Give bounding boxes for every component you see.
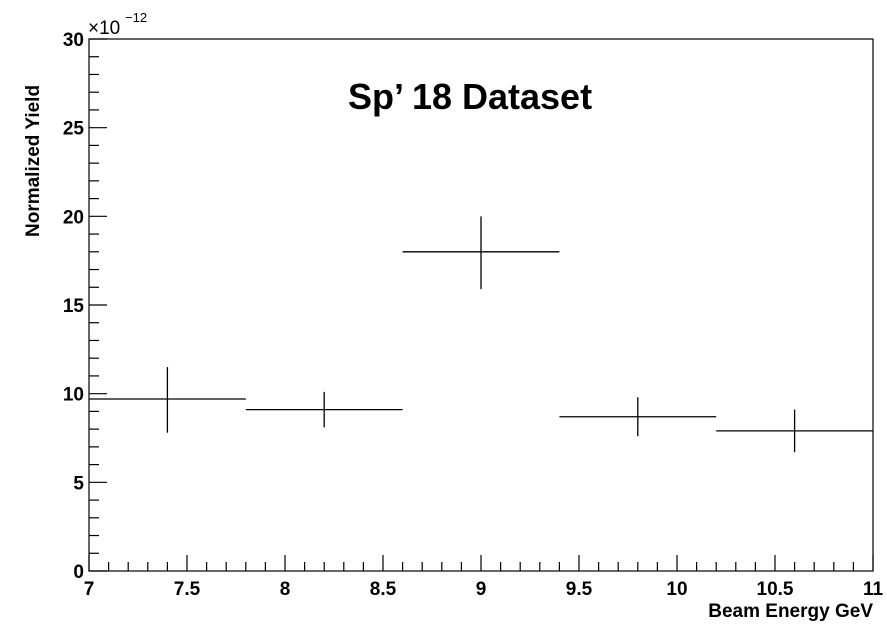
x-tick-label: 11: [863, 579, 884, 600]
y-axis-exponent-base: ×10: [88, 18, 120, 39]
data-points: [89, 216, 873, 453]
y-tick-label: 10: [63, 385, 84, 406]
y-tick-label: 25: [63, 119, 85, 140]
y-axis-ticks: [89, 38, 107, 572]
y-tick-label: 15: [63, 296, 85, 317]
x-tick-label: 9: [476, 579, 487, 600]
y-tick-label: 20: [63, 207, 84, 228]
x-tick-label: 8: [280, 579, 291, 600]
x-tick-label: 9.5: [566, 579, 593, 600]
x-axis-ticks: [88, 555, 874, 571]
x-tick-label: 10.5: [757, 579, 794, 600]
x-tick-label: 7.5: [174, 579, 201, 600]
data-point: [559, 397, 717, 437]
y-tick-label: 0: [73, 562, 84, 583]
x-tick-label: 7: [84, 579, 95, 600]
y-tick-label: 30: [63, 30, 84, 51]
y-tick-label: 5: [73, 473, 84, 494]
data-point: [89, 367, 246, 433]
data-point: [245, 391, 403, 428]
y-axis-title: Normalized Yield: [23, 85, 44, 237]
data-point: [402, 216, 560, 290]
x-tick-label: 10: [666, 579, 687, 600]
y-axis-tick-labels: 0 5 10 15 20 25 30: [63, 30, 85, 583]
x-axis-title: Beam Energy GeV: [708, 601, 873, 622]
x-axis-tick-labels: 7 7.5 8 8.5 9 9.5 10 10.5 11: [84, 579, 884, 600]
data-point: [716, 409, 873, 453]
plot-frame: [88, 38, 874, 572]
chart-title: Sp’ 18 Dataset: [348, 76, 592, 117]
y-axis-exponent-power: −12: [125, 10, 147, 25]
x-tick-label: 8.5: [370, 579, 397, 600]
